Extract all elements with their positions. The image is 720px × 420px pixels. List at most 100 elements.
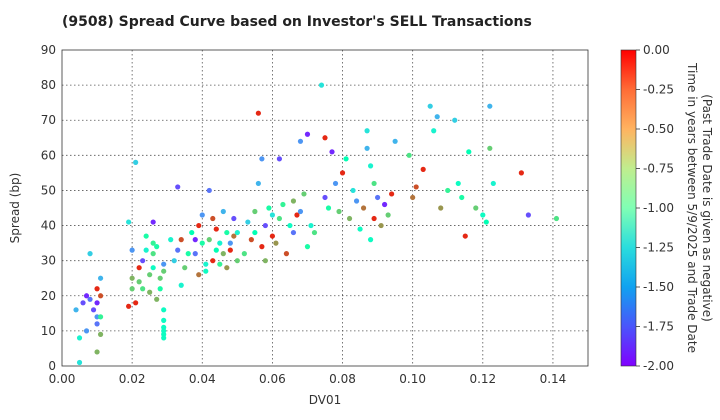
- scatter-point: [210, 258, 216, 264]
- scatter-point: [287, 222, 293, 229]
- scatter-point: [434, 114, 440, 120]
- scatter-point: [220, 251, 226, 257]
- scatter-point: [157, 286, 163, 292]
- scatter-point: [217, 240, 223, 246]
- scatter-point: [304, 244, 311, 250]
- scatter-point: [259, 244, 265, 250]
- colorbar-label-line1: Time in years between 5/9/2025 and Trade…: [685, 62, 699, 353]
- scatter-point: [97, 314, 104, 320]
- scatter-point: [420, 166, 426, 172]
- scatter-point: [280, 201, 286, 208]
- scatter-point: [455, 180, 461, 187]
- colorbar-tick-label: -0.25: [643, 83, 674, 97]
- scatter-point: [175, 184, 181, 190]
- scatter-point: [325, 205, 332, 211]
- scatter-point: [161, 317, 167, 323]
- scatter-point: [276, 215, 283, 222]
- x-tick-label: 0.02: [119, 372, 146, 386]
- scatter-point: [262, 222, 268, 229]
- colorbar-tick-label: -1.00: [643, 201, 674, 215]
- y-tick-labels: 0 10 20 30 40 50 60 70 80 90: [41, 43, 56, 373]
- x-tick-label: 0.00: [49, 372, 76, 386]
- scatter-point: [480, 212, 486, 218]
- scatter-point: [213, 247, 219, 253]
- scatter-point: [259, 156, 265, 162]
- scatter-point: [83, 293, 90, 299]
- scatter-point: [147, 272, 153, 278]
- scatter-point: [199, 240, 205, 246]
- scatter-point: [140, 286, 146, 292]
- scatter-point: [318, 82, 325, 88]
- scatter-point: [490, 180, 496, 187]
- scatter-point: [445, 187, 451, 194]
- y-tick-label: 60: [41, 148, 56, 162]
- scatter-point: [389, 191, 395, 197]
- y-tick-label: 90: [41, 43, 56, 57]
- scatter-point: [220, 208, 226, 215]
- colorbar: [620, 49, 637, 367]
- scatter-point: [266, 205, 272, 211]
- scatter-point: [301, 191, 307, 197]
- colorbar-tick-label: -1.75: [643, 320, 674, 334]
- scatter-point: [364, 128, 370, 134]
- chart-title: (9508) Spread Curve based on Investor's …: [62, 14, 532, 30]
- scatter-point: [154, 244, 160, 250]
- colorbar-tick-label: -1.50: [643, 280, 674, 294]
- scatter-point: [234, 258, 240, 264]
- scatter-point: [350, 187, 356, 194]
- scatter-point: [364, 145, 370, 151]
- scatter-point: [231, 233, 237, 239]
- scatter-point: [413, 184, 419, 190]
- scatter-point: [410, 194, 416, 201]
- colorbar-tick-labels: 0.00 -0.25 -0.50 -0.75 -1.00 -1.25 -1.50 -1.75 -…: [636, 43, 674, 373]
- scatter-point: [126, 219, 132, 225]
- scatter-point: [150, 240, 156, 246]
- scatter-point: [126, 303, 132, 309]
- scatter-point: [206, 237, 212, 243]
- scatter-point: [252, 208, 258, 215]
- scatter-point: [203, 268, 209, 274]
- scatter-point: [473, 205, 479, 211]
- scatter-point: [367, 237, 374, 243]
- scatter-point: [129, 247, 135, 253]
- scatter-point: [378, 222, 384, 229]
- scatter-point: [371, 180, 377, 187]
- scatter-point: [248, 237, 254, 243]
- scatter-point: [196, 222, 202, 229]
- scatter-point: [206, 187, 212, 194]
- scatter-point: [375, 194, 381, 201]
- scatter-point: [140, 258, 146, 264]
- scatter-point: [290, 229, 297, 236]
- scatter-point: [483, 219, 489, 225]
- scatter-point: [466, 149, 472, 155]
- scatter-point: [269, 233, 275, 239]
- y-tick-label: 70: [41, 113, 56, 127]
- scatter-point: [87, 251, 93, 257]
- scatter-point: [94, 349, 100, 355]
- scatter-point: [431, 128, 437, 134]
- scatter-point: [262, 258, 268, 264]
- scatter-point: [97, 275, 104, 281]
- scatter-point: [94, 321, 100, 327]
- colorbar-tick-label: 0.00: [643, 43, 670, 57]
- x-tick-label: 0.14: [540, 372, 567, 386]
- scatter-point: [227, 240, 233, 246]
- scatter-point: [553, 215, 560, 222]
- scatter-point: [192, 251, 198, 257]
- scatter-point: [290, 198, 297, 204]
- scatter-point: [182, 265, 188, 271]
- scatter-point: [343, 156, 349, 162]
- y-tick-label: 20: [41, 289, 56, 303]
- scatter-point: [192, 237, 198, 243]
- scatter-point: [97, 331, 104, 337]
- scatter-point: [157, 275, 163, 281]
- grid-lines: [62, 50, 588, 366]
- scatter-point: [87, 296, 93, 302]
- scatter-point: [143, 233, 149, 239]
- scatter-point: [360, 205, 367, 211]
- scatter-point: [322, 194, 328, 201]
- scatter-point: [273, 240, 279, 246]
- scatter-point: [231, 215, 237, 222]
- x-tick-labels: 0.00 0.02 0.04 0.06 0.08 0.10 0.12 0.14: [49, 372, 567, 386]
